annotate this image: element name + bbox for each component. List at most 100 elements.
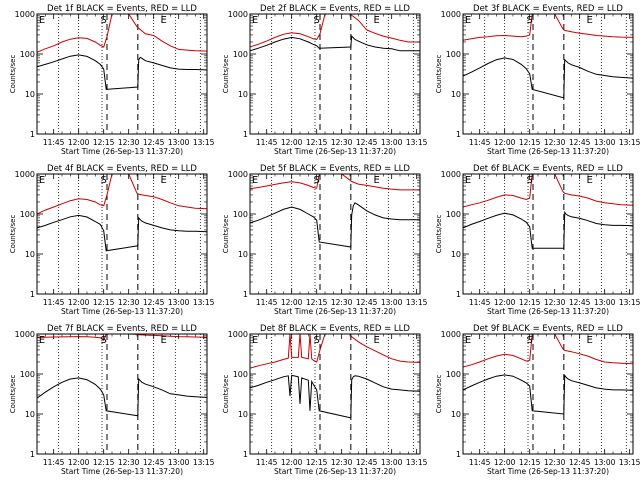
x-tick-label: 13:15 xyxy=(619,458,640,467)
y-axis-label: Counts/sec xyxy=(222,215,230,254)
marker-label: E xyxy=(587,335,593,346)
x-tick-label: 12:30 xyxy=(544,458,566,467)
y-tick-label: 1 xyxy=(243,130,248,139)
marker-label: E xyxy=(465,15,471,26)
series-group xyxy=(37,334,207,417)
x-axis-label: Start Time (26-Sep-13 11:37:20) xyxy=(274,467,396,476)
x-axis-label: Start Time (26-Sep-13 11:37:20) xyxy=(487,307,609,316)
marker-label: E xyxy=(252,15,258,26)
series-group xyxy=(250,174,420,248)
marker-label: E xyxy=(252,175,258,186)
x-tick-label: 12:15 xyxy=(519,458,541,467)
x-tick-label: 12:30 xyxy=(544,298,566,307)
x-tick-label: 12:45 xyxy=(569,458,591,467)
marker-label: E xyxy=(465,335,471,346)
panel-title: Det 8f BLACK = Events, RED = LLD xyxy=(260,324,410,334)
y-tick-label: 10 xyxy=(451,90,461,99)
y-tick-label: 1000 xyxy=(441,330,461,339)
x-tick-label: 11:45 xyxy=(256,458,278,467)
series-group xyxy=(37,14,207,90)
x-axis-label: Start Time (26-Sep-13 11:37:20) xyxy=(61,307,183,316)
y-axis-label: Counts/sec xyxy=(435,55,443,94)
x-tick-label: 12:30 xyxy=(118,298,140,307)
x-tick-label: 13:00 xyxy=(594,298,616,307)
series-line-events xyxy=(463,57,633,99)
x-tick-label: 12:45 xyxy=(356,298,378,307)
x-axis-label: Start Time (26-Sep-13 11:37:20) xyxy=(61,467,183,476)
x-tick-label: 12:00 xyxy=(494,458,516,467)
panel-title: Det 1f BLACK = Events, RED = LLD xyxy=(47,4,197,14)
marker-label: S xyxy=(526,335,532,346)
y-tick-label: 100 xyxy=(233,50,248,59)
y-axis-label: Counts/sec xyxy=(435,215,443,254)
series-line-events xyxy=(37,214,207,252)
y-tick-label: 10 xyxy=(25,250,35,259)
y-tick-label: 100 xyxy=(233,370,248,379)
x-axis-label: Start Time (26-Sep-13 11:37:20) xyxy=(274,147,396,156)
marker-label: E xyxy=(252,335,258,346)
y-axis-label: Counts/sec xyxy=(222,55,230,94)
marker-label: S xyxy=(313,15,319,26)
marker-label: S xyxy=(313,175,319,186)
series-line-events xyxy=(250,202,420,248)
series-line-events xyxy=(250,374,420,419)
x-axis-label: Start Time (26-Sep-13 11:37:20) xyxy=(487,467,609,476)
x-axis-label: Start Time (26-Sep-13 11:37:20) xyxy=(487,147,609,156)
x-tick-label: 12:45 xyxy=(356,458,378,467)
x-tick-label: 12:15 xyxy=(93,458,115,467)
y-tick-label: 10 xyxy=(451,410,461,419)
series-line-lld xyxy=(250,14,420,48)
y-tick-label: 1 xyxy=(456,450,461,459)
x-tick-label: 12:15 xyxy=(306,458,328,467)
y-tick-label: 100 xyxy=(446,210,461,219)
x-tick-label: 12:45 xyxy=(143,458,165,467)
y-tick-label: 1000 xyxy=(15,170,35,179)
y-tick-label: 10 xyxy=(238,250,248,259)
x-tick-label: 12:45 xyxy=(143,298,165,307)
y-tick-label: 10 xyxy=(451,250,461,259)
x-tick-label: 13:00 xyxy=(381,138,403,147)
y-tick-label: 100 xyxy=(20,210,35,219)
series-group xyxy=(250,334,420,419)
y-tick-label: 10 xyxy=(238,410,248,419)
y-tick-label: 1 xyxy=(456,290,461,299)
x-tick-label: 12:15 xyxy=(93,138,115,147)
panel-title: Det 6f BLACK = Events, RED = LLD xyxy=(473,164,623,174)
x-tick-label: 12:00 xyxy=(494,298,516,307)
x-tick-label: 13:15 xyxy=(619,298,640,307)
marker-label: E xyxy=(587,175,593,186)
x-tick-label: 12:15 xyxy=(519,298,541,307)
marker-label: E xyxy=(374,15,380,26)
marker-label: S xyxy=(526,15,532,26)
series-line-events xyxy=(250,34,420,52)
series-line-events xyxy=(37,54,207,90)
series-line-events xyxy=(463,374,633,415)
marker-label: E xyxy=(374,335,380,346)
x-tick-label: 12:00 xyxy=(68,458,90,467)
marker-label: E xyxy=(39,175,45,186)
marker-label: E xyxy=(39,15,45,26)
x-tick-label: 13:00 xyxy=(381,458,403,467)
y-axis-label: Counts/sec xyxy=(222,375,230,414)
y-tick-label: 1 xyxy=(30,290,35,299)
marker-label: E xyxy=(161,175,167,186)
series-line-lld xyxy=(463,174,633,208)
x-tick-label: 12:00 xyxy=(68,138,90,147)
x-tick-label: 12:30 xyxy=(331,458,353,467)
y-axis-label: Counts/sec xyxy=(9,215,17,254)
panel-frame xyxy=(36,13,208,135)
series-line-lld xyxy=(250,174,420,191)
panel-frame xyxy=(36,333,208,455)
x-tick-label: 12:45 xyxy=(569,138,591,147)
y-axis-label: Counts/sec xyxy=(9,375,17,414)
y-tick-label: 1000 xyxy=(441,10,461,19)
x-tick-label: 13:15 xyxy=(619,138,640,147)
y-axis-label: Counts/sec xyxy=(9,55,17,94)
marker-label: S xyxy=(313,335,319,346)
